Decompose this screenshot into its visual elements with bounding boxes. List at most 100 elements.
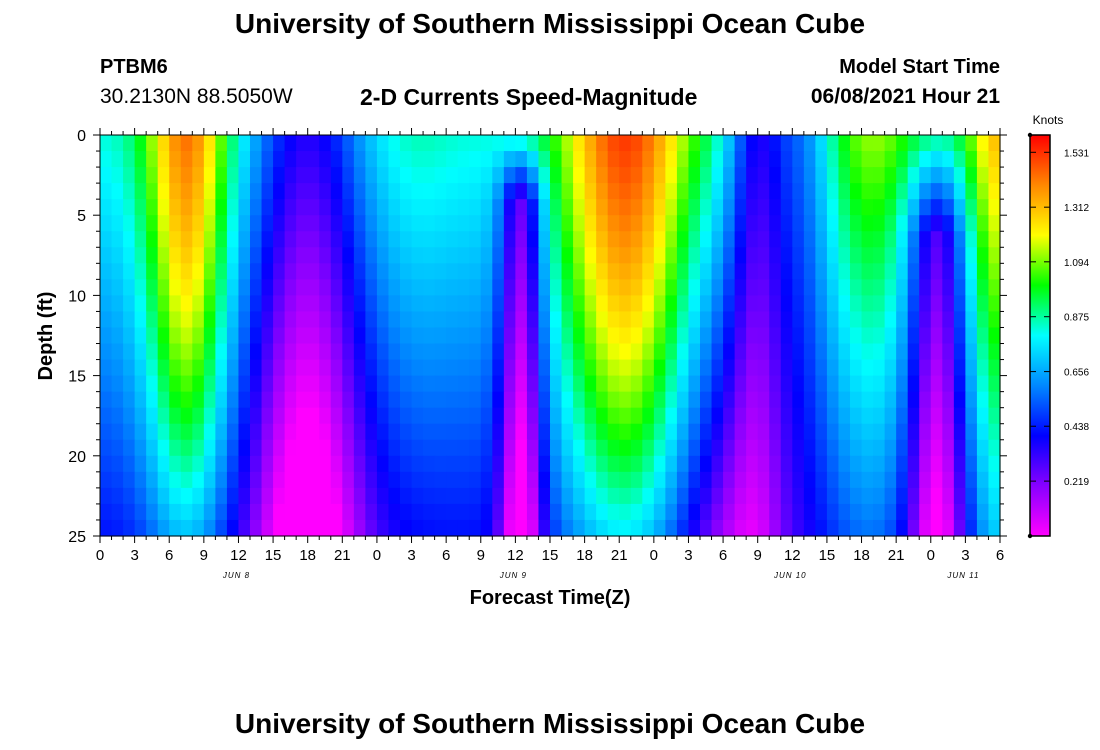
heat-cell bbox=[492, 151, 505, 168]
heat-cell bbox=[769, 343, 782, 361]
heat-cell bbox=[492, 359, 505, 377]
heat-cell bbox=[261, 375, 274, 393]
heat-cell bbox=[423, 151, 436, 168]
heat-cell bbox=[157, 151, 170, 168]
heat-cell bbox=[134, 231, 147, 248]
heat-cell bbox=[930, 215, 943, 232]
heat-cell bbox=[134, 343, 147, 361]
heat-cell bbox=[780, 167, 793, 184]
heat-cell bbox=[238, 215, 251, 232]
heat-cell bbox=[746, 343, 759, 361]
heat-cell bbox=[584, 343, 597, 361]
heat-cell bbox=[226, 151, 240, 168]
heat-cell bbox=[769, 167, 782, 184]
heat-cell bbox=[411, 279, 424, 296]
heat-cell bbox=[896, 503, 909, 521]
heat-cell bbox=[700, 151, 713, 168]
heat-cell bbox=[584, 247, 597, 264]
heat-cell bbox=[480, 519, 493, 537]
heat-cell bbox=[169, 487, 182, 505]
heat-cell bbox=[319, 391, 332, 409]
heat-cell bbox=[815, 343, 828, 361]
heat-cell bbox=[746, 359, 759, 377]
heat-cell bbox=[873, 135, 886, 152]
heat-cell bbox=[273, 167, 286, 184]
heat-cell bbox=[261, 487, 274, 505]
heat-cell bbox=[146, 311, 159, 329]
heat-cell bbox=[319, 471, 332, 489]
heat-cell bbox=[134, 439, 147, 457]
heat-cell bbox=[780, 359, 793, 377]
heat-cell bbox=[169, 295, 182, 313]
heat-cell bbox=[896, 247, 909, 264]
heat-cell bbox=[550, 487, 563, 505]
heat-cell bbox=[192, 471, 205, 489]
heat-cell bbox=[538, 455, 551, 473]
heat-cell bbox=[319, 183, 332, 200]
heat-cell bbox=[930, 503, 943, 521]
heat-cell bbox=[815, 183, 828, 200]
heat-cell bbox=[169, 519, 182, 537]
heat-cell bbox=[423, 439, 436, 457]
heat-cell bbox=[111, 199, 124, 216]
heat-cell bbox=[850, 359, 863, 377]
heat-cell bbox=[792, 151, 805, 168]
heat-cell bbox=[930, 295, 943, 313]
heat-cell bbox=[700, 263, 713, 280]
heat-cell bbox=[411, 455, 424, 473]
heat-cell bbox=[192, 343, 205, 361]
heat-cell bbox=[365, 439, 378, 457]
heat-cell bbox=[630, 199, 643, 216]
heat-cell bbox=[792, 247, 805, 264]
heat-cell bbox=[711, 423, 724, 441]
heat-cell bbox=[838, 215, 851, 232]
heat-cell bbox=[653, 199, 666, 216]
heat-cell bbox=[803, 471, 816, 489]
heat-cell bbox=[446, 455, 459, 473]
heat-cell bbox=[769, 183, 782, 200]
heat-cell bbox=[780, 439, 793, 457]
heat-cell bbox=[919, 391, 932, 409]
heat-cell bbox=[850, 167, 863, 184]
heat-cell bbox=[526, 199, 540, 216]
x-tick-label: 9 bbox=[200, 547, 208, 564]
heat-cell bbox=[376, 343, 390, 361]
heat-cell bbox=[734, 519, 747, 537]
heat-cell bbox=[930, 423, 943, 441]
heat-cell bbox=[492, 487, 505, 505]
heat-cell bbox=[850, 263, 863, 280]
heat-cell bbox=[365, 151, 378, 168]
heat-cell bbox=[700, 135, 713, 152]
heat-cell bbox=[746, 151, 759, 168]
heat-cell bbox=[850, 407, 863, 425]
heat-cell bbox=[873, 231, 886, 248]
heat-cell bbox=[215, 199, 228, 216]
heat-cell bbox=[619, 471, 632, 489]
heat-cell bbox=[780, 279, 793, 296]
heat-cell bbox=[838, 423, 851, 441]
heat-cell bbox=[942, 247, 955, 264]
heat-cell bbox=[607, 279, 620, 296]
heat-cell bbox=[169, 439, 182, 457]
heat-cell bbox=[607, 215, 620, 232]
heat-cell bbox=[100, 439, 113, 457]
heat-cell bbox=[307, 519, 320, 537]
heat-cell bbox=[711, 279, 724, 296]
heat-cell bbox=[284, 151, 297, 168]
heat-cell bbox=[388, 407, 401, 425]
heat-cell bbox=[538, 503, 551, 521]
heat-cell bbox=[261, 199, 274, 216]
heat-cell bbox=[896, 407, 909, 425]
heat-cell bbox=[307, 135, 320, 152]
heat-cell bbox=[746, 167, 759, 184]
heat-cell bbox=[353, 231, 366, 248]
heat-cell bbox=[180, 503, 193, 521]
heat-cell bbox=[192, 247, 205, 264]
heat-cell bbox=[215, 359, 228, 377]
heat-cell bbox=[676, 471, 690, 489]
heat-cell bbox=[434, 519, 447, 537]
heat-cell bbox=[930, 487, 943, 505]
heat-cell bbox=[342, 231, 355, 248]
heat-cell bbox=[884, 439, 897, 457]
heat-cell bbox=[111, 151, 124, 168]
